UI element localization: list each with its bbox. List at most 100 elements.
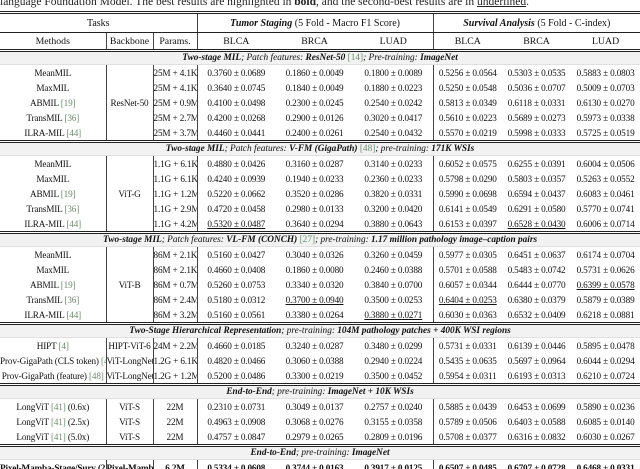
params-cell: 22M: [153, 414, 198, 429]
citation-link[interactable]: [41]: [50, 431, 66, 442]
citation-link[interactable]: [44]: [66, 309, 82, 320]
value-cell: 0.6532 ± 0.0409: [507, 309, 566, 320]
table-row: Prov-GigaPath (feature) [48] ViT-LongNet 1…: [0, 368, 640, 385]
text-segment: LongViT: [16, 416, 51, 427]
value-cell: 0.3200 ± 0.0420: [354, 201, 434, 216]
text-segment: ImageNet: [420, 53, 458, 64]
value-cell: 0.5320 ± 0.0487: [207, 218, 266, 229]
col-survival-brca: BRCA: [523, 35, 550, 47]
citation-link[interactable]: [19]: [60, 97, 76, 108]
method-cell: ABMIL [19]: [0, 95, 107, 110]
value-cell: 0.4720 ± 0.0458: [207, 203, 266, 214]
text-segment: 1.17 million pathology image–caption pai…: [371, 235, 538, 246]
value-cell: 0.3744 ± 0.0163: [285, 462, 344, 469]
value-cell: 0.5977 ± 0.0305: [438, 249, 497, 260]
section-title: Two-Stage Hierarchical Representation; p…: [0, 322, 640, 338]
col-methods: Methods: [0, 32, 107, 51]
text-segment: LongViT: [16, 431, 51, 442]
value-cell: 0.6057 ± 0.0344: [438, 279, 497, 290]
table-row: LongViT [41] (2.5x) ViT-S 22M 0.4963 ± 0.09…: [0, 414, 640, 429]
method-cell: ILRA-MIL [44]: [0, 307, 107, 324]
col-staging-luad: LUAD: [354, 32, 434, 51]
value-cell: 0.6153 ± 0.0397: [438, 218, 497, 229]
value-cell: 0.6006 ± 0.0714: [576, 218, 635, 229]
tasks-header: Tasks: [0, 12, 198, 33]
value-cell: 0.5954 ± 0.0311: [439, 370, 497, 381]
citation-link[interactable]: [48]: [100, 355, 105, 366]
params-cell: 1.2G + 1.2M: [153, 368, 198, 385]
value-cell: 0.3020 ± 0.0417: [354, 110, 434, 125]
value-cell: 0.6052 ± 0.0575: [438, 158, 497, 169]
citation-link[interactable]: [14]: [345, 53, 364, 64]
value-cell: 0.5813 ± 0.0349: [438, 97, 497, 108]
value-cell: 0.5334 ± 0.0608: [207, 462, 266, 469]
value-cell: 0.6468 ± 0.0331: [576, 462, 635, 469]
section-band-row: End-to-End; pre-training: ImageNet: [0, 444, 640, 460]
backbone-cell: HIPT-ViT-6: [106, 337, 154, 353]
results-table: Tasks Tumor Staging (5 Fold - Macro F1 S…: [0, 11, 640, 469]
text-segment: ; Pre-training:: [363, 53, 421, 64]
text-segment: ILRA-MIL: [24, 218, 67, 229]
value-cell: 0.3640 ± 0.0745: [207, 82, 266, 93]
citation-link[interactable]: [44]: [66, 218, 82, 229]
value-cell: 0.6118 ± 0.0331: [507, 97, 566, 108]
citation-link[interactable]: [36]: [64, 294, 80, 305]
value-cell: 0.2300 ± 0.0245: [285, 97, 344, 108]
value-cell: 0.5725 ± 0.0519: [576, 127, 635, 138]
params-cell: 25M + 0.9M: [153, 95, 198, 110]
value-cell: 0.3068 ± 0.0276: [285, 416, 344, 427]
value-cell: 0.5701 ± 0.0588: [438, 264, 497, 275]
value-cell: 0.6130 ± 0.0270: [576, 97, 635, 108]
text-segment: ILRA-MIL: [24, 309, 67, 320]
method-cell: TransMIL [36]: [0, 201, 107, 216]
text-segment: TransMIL: [26, 112, 65, 123]
value-cell: 0.3880 ± 0.0271: [354, 307, 434, 324]
value-cell: 0.3500 ± 0.0253: [354, 292, 434, 307]
text-segment: Two-stage MIL: [102, 235, 162, 246]
citation-link[interactable]: [4]: [58, 340, 69, 351]
text-segment: TransMIL: [26, 294, 65, 305]
params-cell: 25M + 3.7M: [153, 125, 198, 142]
text-segment: HIPT: [36, 340, 59, 351]
method-cell: Prov-GigaPath (CLS token) [48]: [0, 353, 107, 368]
section-band-row: Two-stage MIL; Patch features: ResNet-50…: [0, 49, 640, 65]
value-cell: 0.5220 ± 0.0662: [207, 188, 266, 199]
citation-link[interactable]: [41]: [50, 401, 66, 412]
text-segment: ; pre-training:: [281, 326, 338, 337]
group-header-row: Tasks Tumor Staging (5 Fold - Macro F1 S…: [0, 12, 640, 33]
citation-link[interactable]: [44]: [66, 127, 82, 138]
citation-link[interactable]: [36]: [64, 112, 80, 123]
value-cell: 0.5303 ± 0.0535: [507, 67, 566, 78]
method-cell: MaxMIL: [0, 80, 107, 95]
survival-analysis-subtitle: (5 Fold - C-index): [534, 17, 611, 29]
citation-link[interactable]: [41]: [50, 416, 66, 427]
value-cell: 0.3140 ± 0.0233: [354, 155, 434, 171]
citation-link[interactable]: [36]: [64, 203, 80, 214]
value-cell: 0.6218 ± 0.0881: [576, 309, 635, 320]
value-cell: 0.3917 ± 0.0125: [354, 459, 434, 469]
citation-link[interactable]: [27]: [297, 235, 316, 246]
value-cell: 0.6399 ± 0.0578: [576, 279, 635, 290]
survival-analysis-title: Survival Analysis: [463, 17, 535, 29]
value-cell: 0.6193 ± 0.0313: [507, 370, 566, 381]
table-row: Pixel-Mamba-Stage/Surv (2.5x)Pixel-Mamba…: [0, 459, 640, 469]
text-segment: ;: [161, 235, 168, 246]
value-cell: 0.6403 ± 0.0588: [507, 416, 566, 427]
citation-link[interactable]: [19]: [60, 279, 76, 290]
value-cell: 0.6453 ± 0.0699: [507, 401, 566, 412]
section-title: End-to-End; pre-training: ImageNet + 10K…: [0, 383, 640, 399]
method-cell: ABMIL [19]: [0, 186, 107, 201]
value-cell: 0.5890 ± 0.0236: [576, 401, 635, 412]
backbone-cell: ViT-LongNet: [106, 353, 154, 368]
method-cell: Pixel-Mamba-Stage/Surv (2.5x): [0, 459, 107, 469]
citation-link[interactable]: [19]: [60, 188, 76, 199]
caption-part1: language Foundation Model. The best resu…: [0, 0, 295, 8]
citation-link[interactable]: [48]: [89, 370, 104, 381]
table-row: MaxMIL 1.1G + 6.1K 0.4240 ± 0.0939 0.1940 ±…: [0, 171, 640, 186]
citation-link[interactable]: [48]: [357, 144, 376, 155]
backbone-cell: ViT-S: [106, 429, 154, 446]
value-cell: 0.5697 ± 0.0964: [507, 355, 566, 366]
value-cell: 0.1860 ± 0.0049: [285, 67, 344, 78]
params-cell: 25M + 2.7M: [153, 110, 198, 125]
value-cell: 0.6030 ± 0.0267: [576, 431, 635, 442]
